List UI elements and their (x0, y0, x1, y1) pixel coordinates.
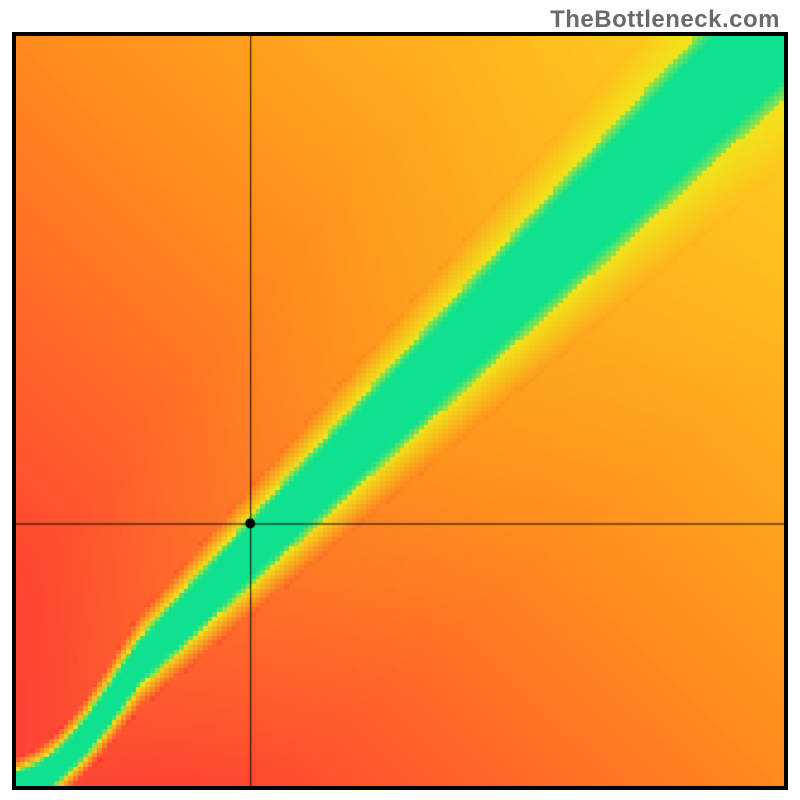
heatmap-canvas (16, 36, 784, 786)
plot-border (12, 32, 788, 790)
watermark-text: TheBottleneck.com (550, 6, 780, 34)
chart-container: TheBottleneck.com (0, 0, 800, 800)
